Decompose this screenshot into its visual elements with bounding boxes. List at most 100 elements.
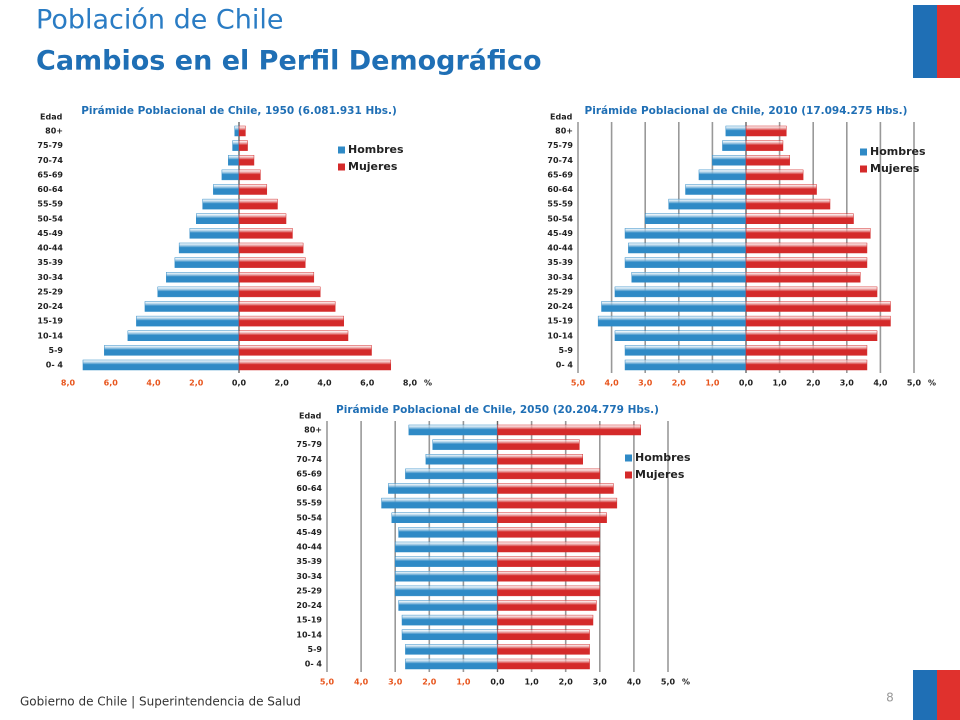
y-tick-label: 25-29 bbox=[547, 287, 573, 296]
bar bbox=[497, 527, 601, 538]
page-number: 8 bbox=[886, 691, 894, 705]
bar bbox=[388, 483, 498, 494]
bar bbox=[497, 439, 580, 450]
x-tick-label: 3,0 bbox=[388, 678, 403, 687]
flag-blue-bottom bbox=[913, 670, 937, 720]
y-tick-label: 60-64 bbox=[37, 185, 63, 194]
bar bbox=[238, 125, 246, 137]
bar bbox=[745, 315, 891, 327]
bar bbox=[189, 228, 240, 239]
legend-label: Mujeres bbox=[348, 160, 398, 173]
y-tick-label: 5-9 bbox=[559, 346, 574, 355]
bar bbox=[497, 644, 590, 655]
bar bbox=[497, 483, 614, 494]
bar bbox=[425, 454, 498, 465]
y-tick-label: 30-34 bbox=[296, 572, 322, 581]
bar bbox=[624, 228, 747, 239]
y-tick-label: 10-14 bbox=[547, 331, 573, 340]
x-tick-label: 4,0 bbox=[605, 379, 620, 388]
legend-label: Hombres bbox=[870, 145, 926, 158]
bar bbox=[497, 658, 590, 670]
bar bbox=[238, 198, 278, 210]
y-axis-label: Edad bbox=[40, 113, 63, 122]
y-tick-label: 40-44 bbox=[37, 244, 63, 253]
x-tick-label: 2,0 bbox=[422, 678, 437, 687]
bar bbox=[745, 184, 817, 195]
y-tick-label: 50-54 bbox=[547, 214, 573, 223]
x-tick-label: 1,0 bbox=[456, 678, 471, 687]
y-tick-label: 40-44 bbox=[296, 543, 322, 552]
y-tick-label: 75-79 bbox=[296, 440, 322, 449]
y-tick-label: 70-74 bbox=[37, 156, 63, 165]
bar bbox=[624, 359, 747, 371]
y-tick-label: 5-9 bbox=[308, 645, 323, 654]
x-tick-label: 2,0 bbox=[559, 678, 574, 687]
y-tick-label: 60-64 bbox=[547, 185, 573, 194]
bar bbox=[213, 184, 240, 195]
bar bbox=[408, 424, 498, 436]
y-tick-label: 30-34 bbox=[37, 273, 63, 282]
bar bbox=[745, 213, 854, 224]
bar bbox=[232, 140, 240, 151]
x-tick-label: 1,0 bbox=[773, 379, 788, 388]
legend-swatch bbox=[860, 165, 867, 173]
bar bbox=[405, 644, 498, 655]
x-tick-label: 4,0 bbox=[317, 379, 332, 388]
x-tick-label: 4,0 bbox=[354, 678, 369, 687]
bar bbox=[497, 468, 601, 480]
x-tick-label: 3,0 bbox=[840, 379, 855, 388]
bar bbox=[238, 155, 255, 166]
bar bbox=[712, 155, 747, 166]
bar bbox=[624, 345, 747, 356]
x-tick-label: 6,0 bbox=[360, 379, 375, 388]
legend-swatch bbox=[338, 163, 345, 171]
bar bbox=[497, 512, 607, 523]
bar bbox=[238, 272, 315, 283]
y-tick-label: 55-59 bbox=[296, 499, 322, 508]
y-tick-label: 65-69 bbox=[547, 170, 573, 179]
y-tick-label: 50-54 bbox=[296, 513, 322, 522]
bar bbox=[745, 242, 868, 254]
bar bbox=[497, 556, 601, 567]
y-axis-label: Edad bbox=[299, 412, 322, 421]
bar bbox=[725, 125, 747, 137]
bar bbox=[432, 439, 498, 450]
x-axis-unit: % bbox=[682, 678, 690, 687]
x-tick-label: 2,0 bbox=[806, 379, 821, 388]
flag-red-bottom bbox=[937, 670, 960, 720]
x-axis-unit: % bbox=[424, 379, 432, 388]
legend-swatch bbox=[625, 454, 632, 462]
slide-subtitle: Cambios en el Perfil Demográfico bbox=[36, 46, 542, 77]
bar bbox=[497, 424, 641, 436]
x-tick-label: 4,0 bbox=[873, 379, 888, 388]
y-tick-label: 45-49 bbox=[296, 528, 322, 537]
bar bbox=[745, 125, 787, 137]
x-tick-label: 1,0 bbox=[705, 379, 720, 388]
x-tick-label: 4,0 bbox=[146, 379, 161, 388]
bar bbox=[601, 301, 747, 312]
x-tick-label: 0,0 bbox=[490, 678, 505, 687]
y-tick-label: 70-74 bbox=[547, 156, 573, 165]
bar bbox=[497, 629, 590, 640]
y-tick-label: 5-9 bbox=[49, 346, 64, 355]
bar bbox=[722, 140, 747, 151]
legend-swatch bbox=[625, 471, 632, 479]
y-tick-label: 10-14 bbox=[37, 331, 63, 340]
bar bbox=[628, 242, 747, 254]
x-tick-label: 5,0 bbox=[320, 678, 335, 687]
footer-text: Gobierno de Chile | Superintendencia de … bbox=[20, 695, 301, 709]
bar bbox=[238, 286, 321, 298]
bar bbox=[745, 155, 790, 166]
bar bbox=[144, 301, 240, 312]
x-tick-label: 8,0 bbox=[61, 379, 76, 388]
y-tick-label: 50-54 bbox=[37, 214, 63, 223]
bar bbox=[745, 198, 831, 210]
bar bbox=[745, 301, 891, 312]
bar bbox=[394, 541, 498, 553]
bar bbox=[497, 585, 601, 597]
flag-blue bbox=[913, 5, 937, 78]
legend-label: Mujeres bbox=[870, 162, 920, 175]
x-tick-label: 8,0 bbox=[403, 379, 418, 388]
y-tick-label: 0- 4 bbox=[556, 361, 574, 370]
